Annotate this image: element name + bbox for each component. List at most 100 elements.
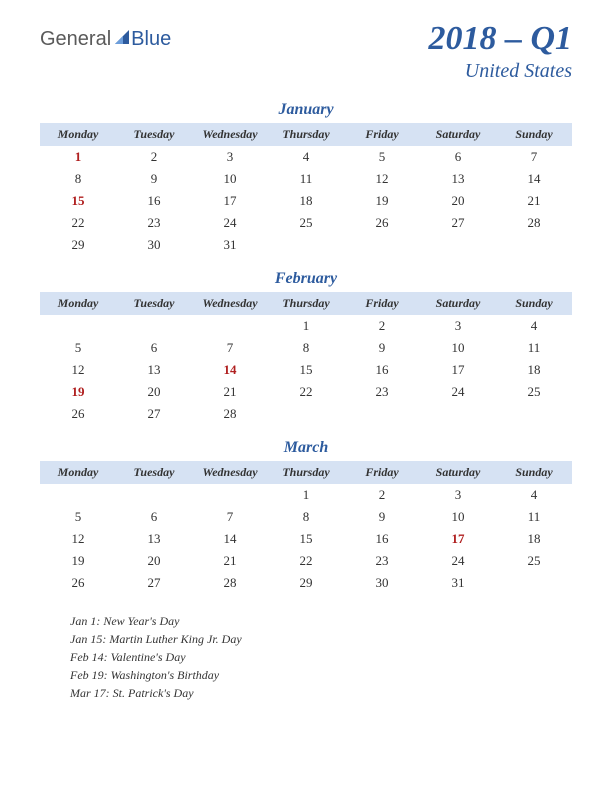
day-header: Saturday [420, 292, 496, 315]
country-title: United States [428, 60, 572, 83]
month-name: February [40, 270, 572, 288]
calendar-cell: 14 [496, 168, 572, 190]
month-name: January [40, 101, 572, 119]
calendar-cell: 21 [192, 381, 268, 403]
calendar-cell: 29 [40, 234, 116, 256]
calendar-cell: 15 [40, 190, 116, 212]
calendar-table: MondayTuesdayWednesdayThursdayFridaySatu… [40, 292, 572, 425]
calendar-cell: 10 [420, 506, 496, 528]
calendar-cell: 10 [192, 168, 268, 190]
day-header: Saturday [420, 123, 496, 146]
quarter-title: 2018 – Q1 [428, 20, 572, 58]
calendar-cell: 17 [192, 190, 268, 212]
day-header: Thursday [268, 123, 344, 146]
calendar-cell: 19 [40, 381, 116, 403]
calendar-cell: 27 [116, 572, 192, 594]
day-header: Wednesday [192, 292, 268, 315]
calendar-cell [496, 234, 572, 256]
calendar-cell: 15 [268, 359, 344, 381]
calendar-cell: 13 [116, 359, 192, 381]
calendar-row: 12131415161718 [40, 528, 572, 550]
calendar-cell: 20 [116, 550, 192, 572]
calendar-cell: 7 [192, 506, 268, 528]
calendar-cell: 18 [496, 528, 572, 550]
calendar-cell: 6 [420, 146, 496, 168]
calendar-cell: 5 [40, 337, 116, 359]
calendar-cell [496, 403, 572, 425]
day-header: Tuesday [116, 123, 192, 146]
day-header: Wednesday [192, 123, 268, 146]
day-header: Saturday [420, 461, 496, 484]
calendar-cell: 11 [496, 337, 572, 359]
calendar-cell: 13 [116, 528, 192, 550]
calendar-cell: 3 [420, 484, 496, 506]
calendar-cell [40, 315, 116, 337]
day-header: Tuesday [116, 461, 192, 484]
calendar-cell: 4 [496, 484, 572, 506]
calendar-cell: 2 [344, 484, 420, 506]
calendar-row: 262728 [40, 403, 572, 425]
calendar-cell: 7 [496, 146, 572, 168]
holiday-list: Jan 1: New Year's DayJan 15: Martin Luth… [40, 612, 572, 702]
day-header: Sunday [496, 123, 572, 146]
holiday-item: Jan 15: Martin Luther King Jr. Day [70, 630, 572, 648]
month-block: January MondayTuesdayWednesdayThursdayFri… [40, 101, 572, 256]
calendar-table: MondayTuesdayWednesdayThursdayFridaySatu… [40, 123, 572, 256]
logo: General Blue [40, 28, 171, 51]
calendar-cell [420, 234, 496, 256]
calendar-cell: 18 [496, 359, 572, 381]
day-header: Tuesday [116, 292, 192, 315]
calendar-cell: 19 [40, 550, 116, 572]
header: General Blue 2018 – Q1 United States [40, 20, 572, 83]
calendar-cell: 5 [344, 146, 420, 168]
calendar-cell: 14 [192, 359, 268, 381]
calendar-row: 19202122232425 [40, 381, 572, 403]
calendar-cell: 10 [420, 337, 496, 359]
calendar-cell: 23 [344, 381, 420, 403]
calendar-cell: 22 [268, 381, 344, 403]
calendar-cell: 29 [268, 572, 344, 594]
calendar-cell [40, 484, 116, 506]
calendar-cell: 22 [40, 212, 116, 234]
calendar-cell: 27 [116, 403, 192, 425]
day-header: Monday [40, 123, 116, 146]
calendar-row: 22232425262728 [40, 212, 572, 234]
calendar-row: 15161718192021 [40, 190, 572, 212]
calendar-cell: 3 [192, 146, 268, 168]
calendar-cell: 8 [40, 168, 116, 190]
calendar-cell: 25 [496, 381, 572, 403]
calendar-cell: 2 [116, 146, 192, 168]
holiday-item: Jan 1: New Year's Day [70, 612, 572, 630]
calendar-cell: 30 [344, 572, 420, 594]
calendar-row: 891011121314 [40, 168, 572, 190]
calendar-cell: 20 [116, 381, 192, 403]
calendar-cell: 5 [40, 506, 116, 528]
calendar-cell: 26 [40, 403, 116, 425]
calendar-cell: 25 [268, 212, 344, 234]
calendar-cell: 16 [344, 528, 420, 550]
holiday-item: Feb 14: Valentine's Day [70, 648, 572, 666]
calendar-cell: 19 [344, 190, 420, 212]
calendar-cell: 21 [496, 190, 572, 212]
day-header: Wednesday [192, 461, 268, 484]
calendar-cell: 14 [192, 528, 268, 550]
calendar-cell [192, 484, 268, 506]
calendar-cell: 24 [192, 212, 268, 234]
calendar-cell: 25 [496, 550, 572, 572]
calendar-cell: 26 [40, 572, 116, 594]
calendar-row: 262728293031 [40, 572, 572, 594]
calendar-cell: 1 [268, 315, 344, 337]
calendar-cell: 1 [268, 484, 344, 506]
month-block: February MondayTuesdayWednesdayThursdayFr… [40, 270, 572, 425]
calendar-cell: 16 [116, 190, 192, 212]
calendar-cell: 28 [192, 572, 268, 594]
calendar-cell: 23 [116, 212, 192, 234]
calendar-cell: 16 [344, 359, 420, 381]
calendar-cell: 2 [344, 315, 420, 337]
calendar-cell: 26 [344, 212, 420, 234]
holiday-item: Mar 17: St. Patrick's Day [70, 684, 572, 702]
calendar-row: 1234 [40, 484, 572, 506]
calendar-cell: 15 [268, 528, 344, 550]
calendar-cell [344, 403, 420, 425]
calendar-row: 19202122232425 [40, 550, 572, 572]
